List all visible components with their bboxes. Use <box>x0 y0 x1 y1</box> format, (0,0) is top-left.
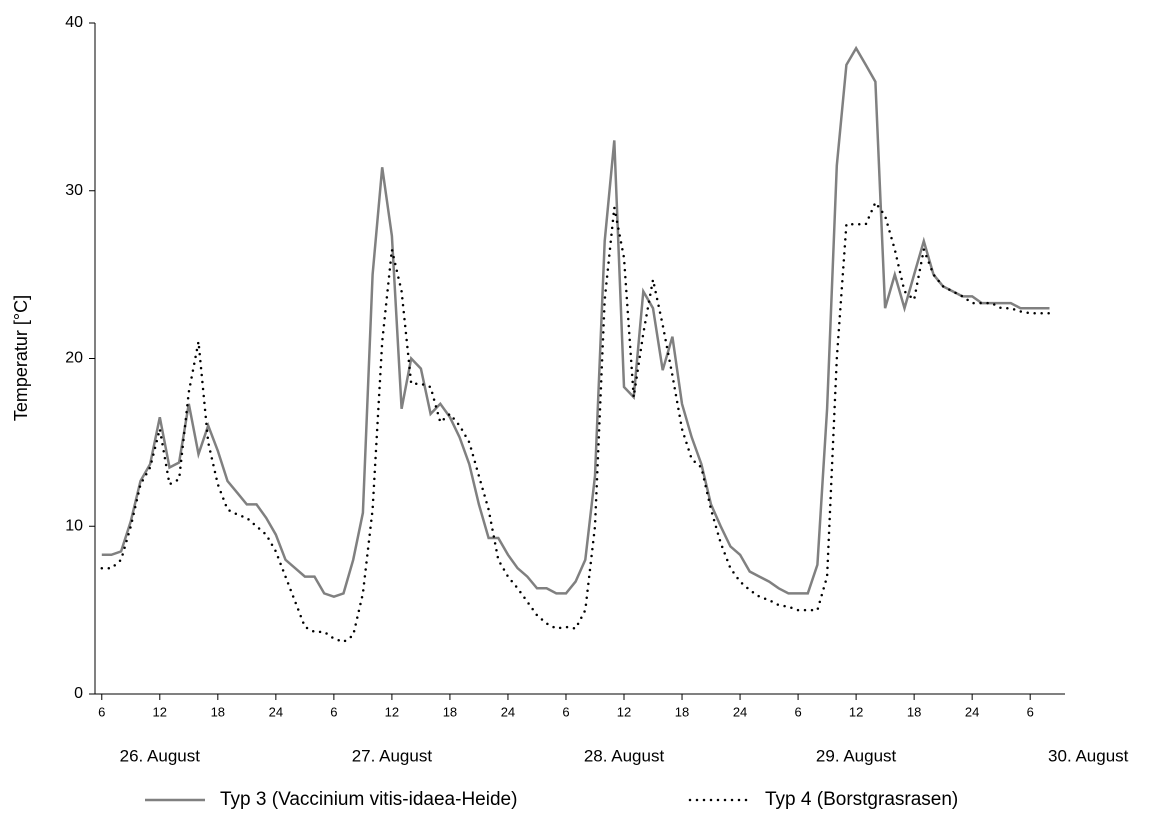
x-tick-label: 24 <box>733 704 747 719</box>
x-tick-label: 12 <box>849 704 863 719</box>
day-label: 28. August <box>584 746 665 765</box>
y-tick-label: 10 <box>65 517 83 534</box>
day-label: 30. August <box>1048 746 1129 765</box>
x-tick-label: 12 <box>617 704 631 719</box>
x-tick-label: 6 <box>562 704 569 719</box>
x-tick-label: 24 <box>501 704 515 719</box>
x-tick-label: 6 <box>1027 704 1034 719</box>
day-label: 26. August <box>120 746 201 765</box>
x-tick-label: 6 <box>98 704 105 719</box>
x-tick-label: 24 <box>965 704 979 719</box>
series-line <box>100 200 1051 644</box>
series-line <box>101 45 1050 599</box>
day-label: 29. August <box>816 746 897 765</box>
x-tick-label: 24 <box>269 704 283 719</box>
day-label: 27. August <box>352 746 433 765</box>
x-tick-label: 18 <box>443 704 457 719</box>
legend-label: Typ 4 (Borstgrasrasen) <box>765 789 958 810</box>
legend-label: Typ 3 (Vaccinium vitis-idaea-Heide) <box>220 789 517 810</box>
x-tick-label: 6 <box>330 704 337 719</box>
y-tick-label: 40 <box>65 14 83 31</box>
x-tick-label: 12 <box>385 704 399 719</box>
y-tick-label: 0 <box>74 685 83 702</box>
x-tick-label: 18 <box>675 704 689 719</box>
x-tick-label: 12 <box>153 704 167 719</box>
x-tick-label: 6 <box>794 704 801 719</box>
y-tick-label: 20 <box>65 350 83 367</box>
x-tick-label: 18 <box>907 704 921 719</box>
y-tick-label: 30 <box>65 182 83 199</box>
y-axis-label: Temperatur [°C] <box>11 295 31 421</box>
x-tick-label: 18 <box>211 704 225 719</box>
